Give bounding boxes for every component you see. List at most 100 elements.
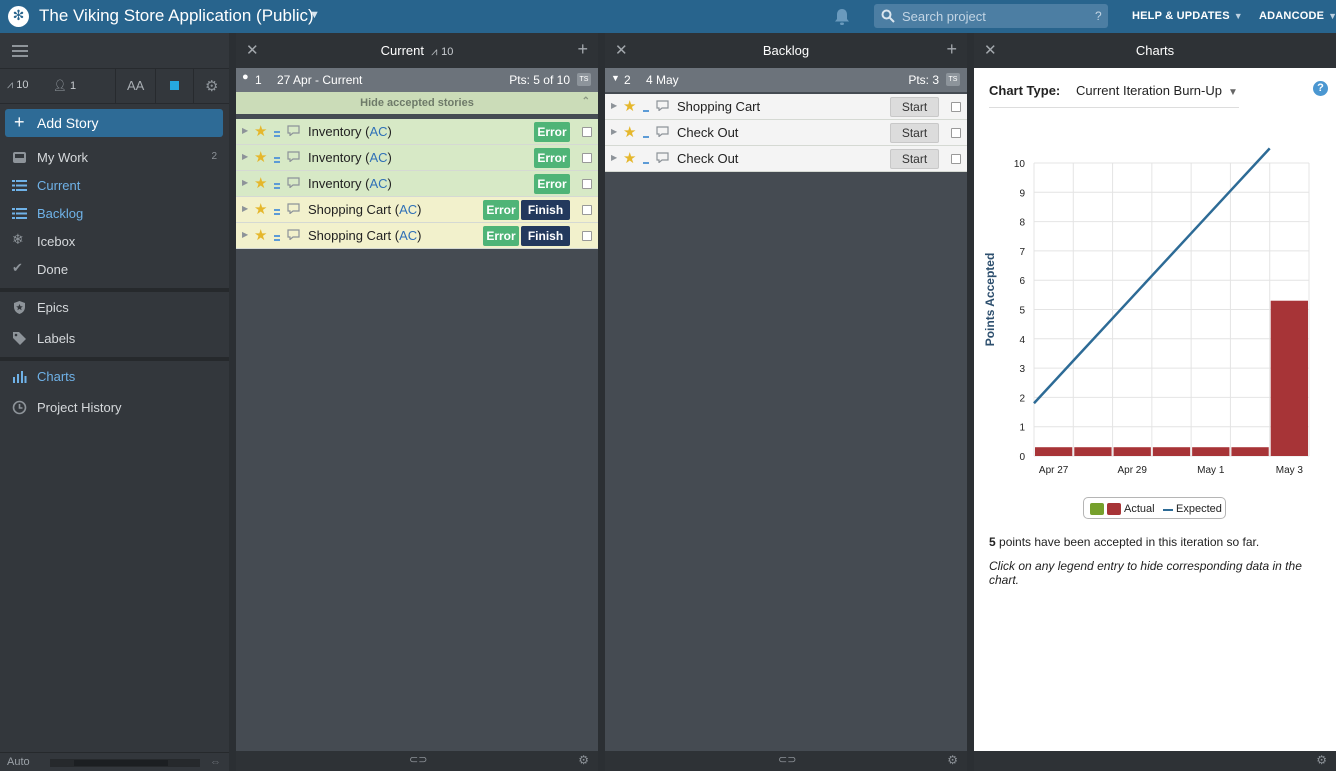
project-menu-caret-icon[interactable]: ▼ <box>309 9 320 21</box>
project-title[interactable]: The Viking Store Application (Public) <box>39 6 314 25</box>
iteration-points: Pts: 5 of 10 <box>509 73 570 87</box>
font-size-toggle[interactable]: AA <box>115 69 155 104</box>
story-checkbox[interactable] <box>582 205 592 215</box>
close-icon[interactable]: ✕ <box>984 41 997 59</box>
error-button[interactable]: Error <box>483 200 519 220</box>
error-button[interactable]: Error <box>534 148 570 168</box>
story-label-tag[interactable]: AC <box>399 202 418 217</box>
sidebar-item-backlog[interactable]: Backlog <box>0 201 229 227</box>
hamburger-menu-icon[interactable] <box>12 44 28 58</box>
sidebar-item-charts[interactable]: Charts <box>0 364 229 390</box>
story-label-tag[interactable]: AC <box>369 176 388 191</box>
story-row[interactable]: ▶ ★ Inventory (AC) Error <box>236 171 598 197</box>
sidebar-item-my-work[interactable]: My Work 2 <box>0 145 229 171</box>
auto-zoom-label[interactable]: Auto <box>7 756 30 768</box>
close-icon[interactable]: ✕ <box>246 41 259 59</box>
y-tick-label: 5 <box>1019 306 1025 317</box>
gear-icon[interactable]: ⚙ <box>1316 753 1327 767</box>
collapse-triangle-icon[interactable]: ▼ <box>611 73 620 83</box>
story-name: Inventory <box>308 124 362 139</box>
sidebar-item-project-history[interactable]: Project History <box>0 395 229 421</box>
link-icon[interactable]: ⊂⊃ <box>778 754 797 766</box>
my-work-count: 2 <box>211 151 217 162</box>
hide-accepted-toggle[interactable]: Hide accepted stories ⌃ <box>236 92 598 114</box>
color-toggle[interactable] <box>155 69 193 104</box>
story-label-tag[interactable]: AC <box>369 124 388 139</box>
story-row[interactable]: ▶ ★ Check Out Start <box>605 120 967 146</box>
error-button[interactable]: Error <box>534 174 570 194</box>
story-checkbox[interactable] <box>582 231 592 241</box>
expand-arrow-icon[interactable]: ▶ <box>242 230 249 239</box>
finish-button[interactable]: Finish <box>521 200 570 220</box>
legend-swatch-actual[interactable] <box>1107 503 1121 515</box>
story-row[interactable]: ▶ ★ Shopping Cart Start <box>605 94 967 120</box>
finish-button[interactable]: Finish <box>521 226 570 246</box>
settings-button[interactable]: ⚙ <box>193 69 229 104</box>
expand-arrow-icon[interactable]: ▶ <box>242 204 249 213</box>
sidebar-item-done[interactable]: ✔ Done <box>0 257 229 283</box>
story-checkbox[interactable] <box>951 128 961 138</box>
expand-arrow-icon[interactable]: ▶ <box>242 152 249 161</box>
legend-entry-expected[interactable]: Expected <box>1176 503 1222 515</box>
story-row[interactable]: ▶ ★ Inventory (AC) Error <box>236 119 598 145</box>
members-stat[interactable]: 👤︎ 1 <box>53 79 76 92</box>
error-button[interactable]: Error <box>483 226 519 246</box>
expand-arrows-icon[interactable]: ⇔ <box>210 756 221 768</box>
chart-type-select[interactable]: Current Iteration Burn-Up ▼ <box>1076 83 1238 98</box>
charts-panel-header: ✕ Charts <box>974 33 1336 68</box>
checkmark-icon: ✔ <box>12 261 23 276</box>
legend-entry-actual[interactable]: Actual <box>1124 503 1155 515</box>
help-menu-label: HELP & UPDATES <box>1132 10 1230 22</box>
user-menu[interactable]: ADANCODE ▼ <box>1259 10 1336 22</box>
story-row[interactable]: ▶ ★ Shopping Cart (AC) Error Finish <box>236 197 598 223</box>
help-updates-menu[interactable]: HELP & UPDATES ▼ <box>1132 10 1243 22</box>
gear-icon: ⚙ <box>205 77 219 95</box>
sidebar-item-icebox[interactable]: ❄ Icebox <box>0 229 229 255</box>
logo-icon[interactable]: ✻ <box>8 6 29 27</box>
team-strength-badge[interactable]: TS <box>946 73 960 86</box>
start-button[interactable]: Start <box>890 149 939 169</box>
velocity-stat[interactable]: ⩘ 10 <box>7 79 29 92</box>
expand-arrow-icon[interactable]: ▶ <box>611 127 618 136</box>
legend-line-expected[interactable] <box>1163 509 1173 511</box>
add-story-plus-icon[interactable]: + <box>946 39 957 59</box>
close-icon[interactable]: ✕ <box>615 41 628 59</box>
gear-icon[interactable]: ⚙ <box>578 753 589 767</box>
search-help-icon[interactable]: ? <box>1095 9 1102 23</box>
sidebar-item-current[interactable]: Current <box>0 173 229 199</box>
legend-swatch-green[interactable] <box>1090 503 1104 515</box>
story-checkbox[interactable] <box>951 154 961 164</box>
zoom-slider-thumb[interactable] <box>74 760 168 766</box>
expand-arrow-icon[interactable]: ▶ <box>242 126 249 135</box>
sidebar-item-labels[interactable]: Labels <box>0 326 229 352</box>
expand-arrow-icon[interactable]: ▶ <box>242 178 249 187</box>
story-row[interactable]: ▶ ★ Check Out Start <box>605 146 967 172</box>
story-checkbox[interactable] <box>582 127 592 137</box>
story-label-tag[interactable]: AC <box>369 150 388 165</box>
search-input[interactable] <box>902 7 1082 25</box>
expand-arrow-icon[interactable]: ▶ <box>611 153 618 162</box>
chart-help-icon[interactable]: ? <box>1313 81 1328 96</box>
story-row[interactable]: ▶ ★ Shopping Cart (AC) Error Finish <box>236 223 598 249</box>
sidebar-item-label: Epics <box>37 300 69 315</box>
start-button[interactable]: Start <box>890 97 939 117</box>
team-strength-badge[interactable]: TS <box>577 73 591 86</box>
add-story-plus-icon[interactable]: + <box>577 39 588 59</box>
notifications-bell-icon[interactable] <box>834 8 850 26</box>
chevron-down-icon: ▼ <box>1227 87 1238 98</box>
link-icon[interactable]: ⊂⊃ <box>409 754 428 766</box>
story-label-tag[interactable]: AC <box>399 228 418 243</box>
sidebar-item-epics[interactable]: Epics <box>0 295 229 321</box>
start-button[interactable]: Start <box>890 123 939 143</box>
story-checkbox[interactable] <box>582 153 592 163</box>
gear-icon[interactable]: ⚙ <box>947 753 958 767</box>
add-story-button[interactable]: + Add Story <box>5 109 223 137</box>
iteration-number: 2 <box>624 73 631 87</box>
color-swatch-icon <box>170 81 179 90</box>
story-checkbox[interactable] <box>582 179 592 189</box>
search-box[interactable]: ? <box>874 4 1108 28</box>
story-checkbox[interactable] <box>951 102 961 112</box>
error-button[interactable]: Error <box>534 122 570 142</box>
story-row[interactable]: ▶ ★ Inventory (AC) Error <box>236 145 598 171</box>
expand-arrow-icon[interactable]: ▶ <box>611 101 618 110</box>
